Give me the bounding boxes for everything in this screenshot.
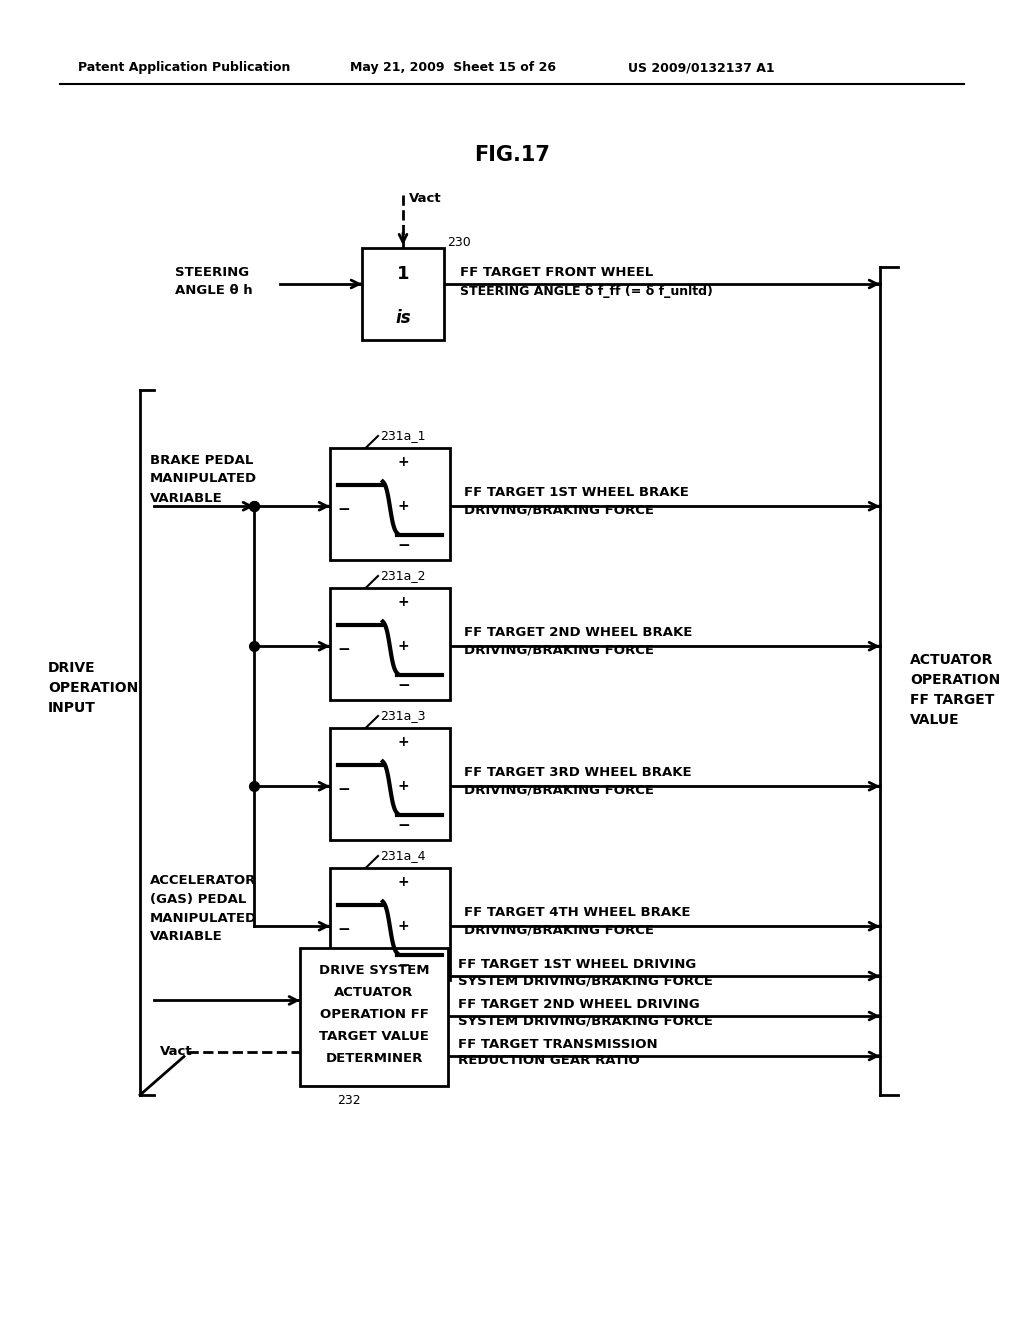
Bar [330, 587, 450, 700]
Text: 231a_1: 231a_1 [380, 429, 426, 442]
Text: 232: 232 [337, 1093, 360, 1106]
Text: DRIVING/BRAKING FORCE: DRIVING/BRAKING FORCE [464, 924, 654, 937]
Text: VARIABLE: VARIABLE [150, 931, 223, 944]
Text: DRIVING/BRAKING FORCE: DRIVING/BRAKING FORCE [464, 504, 654, 516]
Text: FF TARGET 2ND WHEEL BRAKE: FF TARGET 2ND WHEEL BRAKE [464, 626, 692, 639]
Bar [330, 869, 450, 979]
Text: −: − [337, 923, 350, 937]
Text: FF TARGET 3RD WHEEL BRAKE: FF TARGET 3RD WHEEL BRAKE [464, 766, 691, 779]
Text: TARGET VALUE: TARGET VALUE [319, 1030, 429, 1043]
Text: Vact: Vact [409, 191, 441, 205]
Text: DETERMINER: DETERMINER [326, 1052, 423, 1064]
Text: 230: 230 [447, 236, 471, 249]
Text: STEERING ANGLE δ f_ff (= δ f_unltd): STEERING ANGLE δ f_ff (= δ f_unltd) [460, 285, 713, 298]
Text: DRIVE SYSTEM: DRIVE SYSTEM [318, 964, 429, 977]
Text: −: − [337, 781, 350, 797]
Text: −: − [397, 539, 410, 553]
Text: MANIPULATED: MANIPULATED [150, 912, 257, 924]
Text: ACTUATOR: ACTUATOR [335, 986, 414, 998]
Text: FF TARGET 2ND WHEEL DRIVING: FF TARGET 2ND WHEEL DRIVING [458, 998, 699, 1011]
Bar [362, 248, 444, 341]
Text: FF TARGET 1ST WHEEL DRIVING: FF TARGET 1ST WHEEL DRIVING [458, 957, 696, 970]
Text: DRIVING/BRAKING FORCE: DRIVING/BRAKING FORCE [464, 784, 654, 797]
Text: Vact: Vact [160, 1045, 193, 1059]
Text: (GAS) PEDAL: (GAS) PEDAL [150, 892, 247, 906]
Text: VALUE: VALUE [910, 713, 959, 727]
Text: +: + [397, 779, 409, 793]
Text: 231a_4: 231a_4 [380, 850, 426, 862]
Text: DRIVE: DRIVE [48, 661, 95, 675]
Bar [330, 447, 450, 560]
Text: FF TARGET 1ST WHEEL BRAKE: FF TARGET 1ST WHEEL BRAKE [464, 486, 689, 499]
Text: FF TARGET TRANSMISSION: FF TARGET TRANSMISSION [458, 1038, 657, 1051]
Text: DRIVING/BRAKING FORCE: DRIVING/BRAKING FORCE [464, 644, 654, 657]
Text: OPERATION: OPERATION [48, 681, 138, 696]
Text: ACTUATOR: ACTUATOR [910, 653, 993, 667]
Text: May 21, 2009  Sheet 15 of 26: May 21, 2009 Sheet 15 of 26 [350, 62, 556, 74]
Text: MANIPULATED: MANIPULATED [150, 473, 257, 486]
Text: is: is [395, 309, 411, 327]
Text: SYSTEM DRIVING/BRAKING FORCE: SYSTEM DRIVING/BRAKING FORCE [458, 1015, 713, 1027]
Text: +: + [397, 499, 409, 513]
Text: INPUT: INPUT [48, 701, 96, 715]
Text: SYSTEM DRIVING/BRAKING FORCE: SYSTEM DRIVING/BRAKING FORCE [458, 974, 713, 987]
Text: FF TARGET FRONT WHEEL: FF TARGET FRONT WHEEL [460, 265, 653, 279]
Text: 1: 1 [396, 265, 410, 282]
Text: +: + [397, 735, 409, 748]
Text: OPERATION: OPERATION [910, 673, 1000, 686]
Text: FF TARGET 4TH WHEEL BRAKE: FF TARGET 4TH WHEEL BRAKE [464, 906, 690, 919]
Text: −: − [397, 678, 410, 693]
Text: −: − [397, 818, 410, 833]
Text: OPERATION FF: OPERATION FF [319, 1007, 428, 1020]
Text: −: − [337, 642, 350, 657]
Text: US 2009/0132137 A1: US 2009/0132137 A1 [628, 62, 774, 74]
Text: ANGLE θ h: ANGLE θ h [175, 284, 253, 297]
Text: +: + [397, 639, 409, 653]
Text: STEERING: STEERING [175, 265, 249, 279]
Text: ACCELERATOR: ACCELERATOR [150, 874, 256, 887]
Text: 231a_2: 231a_2 [380, 569, 426, 582]
Text: −: − [397, 958, 410, 974]
Text: BRAKE PEDAL: BRAKE PEDAL [150, 454, 253, 466]
Text: +: + [397, 919, 409, 933]
Text: FF TARGET: FF TARGET [910, 693, 994, 708]
Text: +: + [397, 875, 409, 888]
Text: REDUCTION GEAR RATIO: REDUCTION GEAR RATIO [458, 1055, 640, 1068]
Bar [330, 729, 450, 840]
Text: +: + [397, 595, 409, 609]
Text: −: − [337, 502, 350, 517]
Text: +: + [397, 455, 409, 469]
Text: FIG.17: FIG.17 [474, 145, 550, 165]
Text: Patent Application Publication: Patent Application Publication [78, 62, 291, 74]
Text: VARIABLE: VARIABLE [150, 491, 223, 504]
Bar [300, 948, 449, 1086]
Text: 231a_3: 231a_3 [380, 710, 426, 722]
